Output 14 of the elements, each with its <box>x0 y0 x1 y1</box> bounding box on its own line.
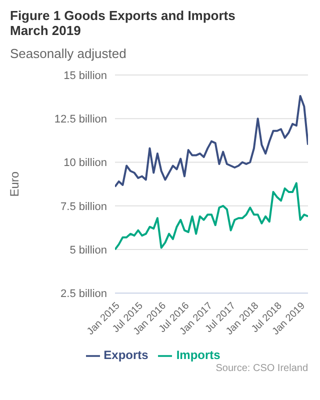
y-tick-label: 10 billion <box>64 157 107 170</box>
line-series <box>115 182 308 251</box>
y-axis-title: Euro <box>7 171 22 197</box>
chart-title: Figure 1 Goods Exports and Imports March 2019 <box>9 8 236 38</box>
y-tick-label: 5 billion <box>70 244 107 256</box>
chart-subtitle: Seasonally adjusted <box>9 45 128 61</box>
y-tick-label: 12.5 billion <box>54 114 107 126</box>
legend-label: Imports <box>176 348 220 362</box>
y-tick-label: 2.5 billion <box>60 288 107 300</box>
source-note: Source: CSO Ireland <box>214 363 309 374</box>
legend-label: Exports <box>104 348 148 362</box>
y-tick-label: 7.5 billion <box>60 200 107 213</box>
y-tick-label: 15 billion <box>64 70 107 82</box>
line-series <box>115 94 308 188</box>
